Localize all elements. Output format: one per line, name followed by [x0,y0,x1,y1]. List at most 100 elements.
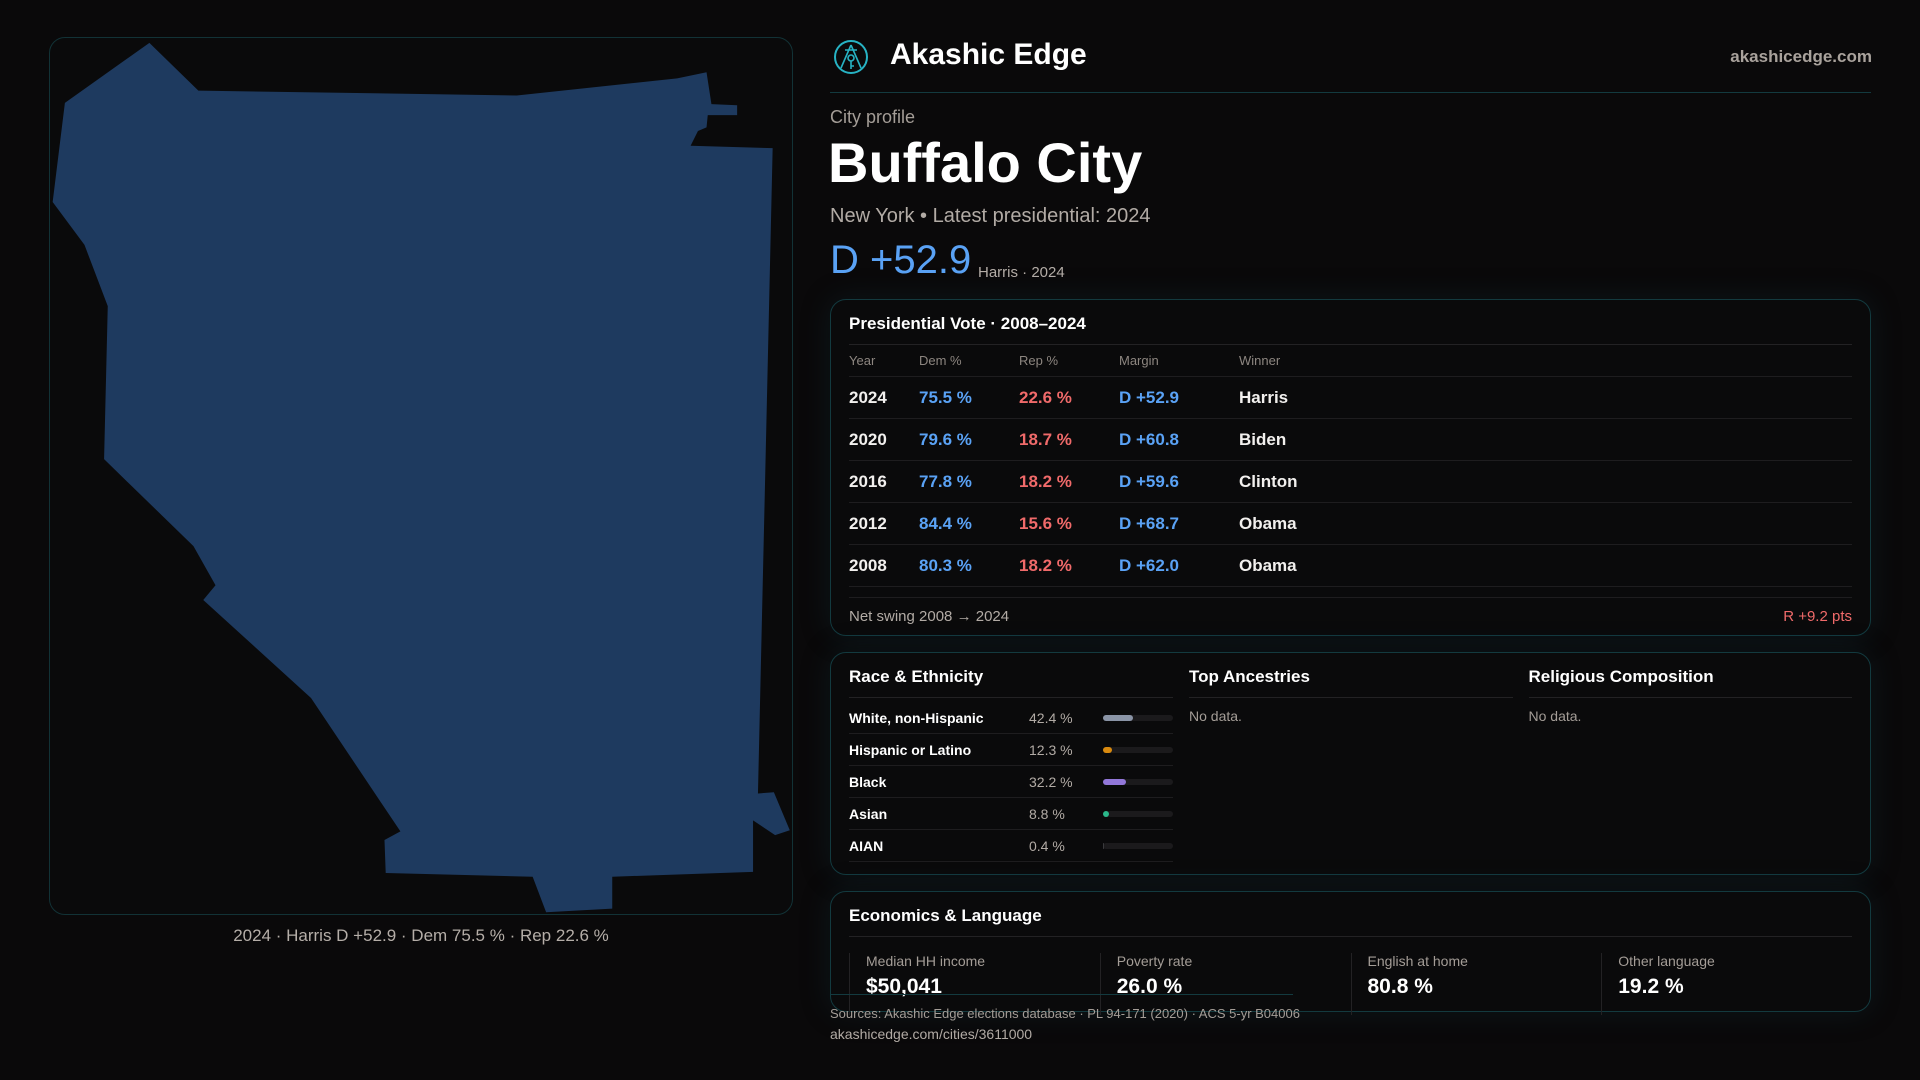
col-winner: Winner [1239,353,1281,368]
race-label: Black [849,773,887,790]
race-value: 42.4 % [1029,709,1073,726]
table-row: 2024 75.5 % 22.6 % D +52.9 Harris [849,377,1852,419]
econ-stat: Poverty rate 26.0 % [1099,953,1351,1015]
cell-rep-pct: 18.2 % [1019,555,1072,575]
stat-label: Poverty rate [1116,953,1193,969]
cell-year: 2012 [849,513,887,533]
stat-value: 26.0 % [1116,975,1183,998]
race-row: White, non-Hispanic 42.4 % [849,702,1173,734]
swing-label: Net swing 2008 → 2024 [849,608,1010,625]
cell-margin: D +68.7 [1119,513,1180,533]
header-divider [830,92,1871,93]
econ-stat: English at home 80.8 % [1350,953,1602,1015]
stat-value: 80.8 % [1367,975,1433,998]
cell-rep-pct: 18.2 % [1019,471,1072,491]
net-swing: Net swing 2008 → 2024 R +9.2 pts [849,597,1852,625]
stat-label: Other language [1618,953,1715,969]
cell-dem-pct: 84.4 % [919,513,972,533]
race-row: Asian 8.8 % [849,798,1173,830]
col-rep: Rep % [1019,353,1059,368]
table-header: Year Dem % Rep % Margin Winner [849,345,1852,377]
col-margin: Margin [1119,353,1159,368]
card-title: Presidential Vote · 2008–2024 [849,314,1852,345]
cell-year: 2016 [849,471,887,491]
race-bar-fill [1103,746,1112,753]
col-dem: Dem % [919,353,962,368]
col-year: Year [849,353,876,368]
cell-winner: Clinton [1239,471,1298,491]
cell-year: 2020 [849,429,887,449]
cell-rep-pct: 22.6 % [1019,387,1072,407]
religion-empty: No data. [1528,708,1582,724]
ancestries-title: Top Ancestries [1189,667,1513,698]
race-label: Asian [849,805,888,822]
race-bar-track [1103,810,1173,817]
cell-margin: D +60.8 [1119,429,1180,449]
religion-section: Religious Composition No data. [1528,667,1852,860]
cell-year: 2008 [849,555,887,575]
cell-rep-pct: 15.6 % [1019,513,1072,533]
swing-value: R +9.2 pts [1783,608,1852,625]
brand-name: Akashic Edge [890,38,1087,71]
cell-margin: D +62.0 [1119,555,1180,575]
cell-dem-pct: 79.6 % [919,429,972,449]
race-title: Race & Ethnicity [849,667,1173,698]
eyebrow: City profile [830,107,916,127]
sources: Sources: Akashic Edge elections database… [830,1006,1300,1021]
map-panel [49,37,793,915]
race-row: Black 32.2 % [849,766,1173,798]
race-bar-fill [1103,810,1110,817]
cell-rep-pct: 18.7 % [1019,429,1072,449]
econ-stat: Median HH income $50,041 [849,953,1100,1015]
race-row: Hispanic or Latino 12.3 % [849,734,1173,766]
econ-stat: Other language 19.2 % [1601,953,1852,1015]
sources-divider [830,994,1293,995]
race-row: AIAN 0.4 % [849,830,1173,862]
compass-key-logo-icon [834,40,868,74]
race-label: AIAN [849,837,884,854]
ancestries-section: Top Ancestries No data. [1189,667,1513,860]
cell-dem-pct: 77.8 % [919,471,972,491]
race-label: White, non-Hispanic [849,709,984,726]
stat-value: $50,041 [866,975,942,998]
race-bar-fill [1103,714,1133,721]
table-row: 2008 80.3 % 18.2 % D +62.0 Obama [849,545,1852,587]
religion-title: Religious Composition [1528,667,1852,698]
stat-label: Median HH income [866,953,986,969]
race-bar-track [1103,714,1173,721]
headline-margin: D +52.9 [830,238,972,282]
race-section: Race & Ethnicity White, non-Hispanic 42.4… [849,667,1173,862]
race-value: 32.2 % [1029,773,1073,790]
stat-value: 19.2 % [1618,975,1684,998]
headline-margin-sub: Harris · 2024 [978,264,1065,281]
econ-title: Economics & Language [849,906,1852,937]
race-value: 8.8 % [1029,805,1065,822]
race-bar-track [1103,746,1173,753]
cell-dem-pct: 80.3 % [919,555,972,575]
demographics-card: Race & Ethnicity White, non-Hispanic 42.4… [830,652,1871,875]
map-caption: 2024 · Harris D +52.9 · Dem 75.5 % · Rep… [233,926,609,945]
economics-card: Economics & Language Median HH income $50… [830,891,1871,1015]
cell-margin: D +59.6 [1119,471,1180,491]
race-label: Hispanic or Latino [849,741,972,758]
site-link[interactable]: akashicedge.com [1730,47,1872,66]
stat-label: English at home [1367,953,1468,969]
cell-winner: Biden [1239,429,1287,449]
cell-winner: Harris [1239,387,1289,407]
cell-winner: Obama [1239,555,1297,575]
table-row: 2020 79.6 % 18.7 % D +60.8 Biden [849,419,1852,461]
presidential-vote-card: Presidential Vote · 2008–2024 Year Dem %… [830,299,1871,636]
table-row: 2012 84.4 % 15.6 % D +68.7 Obama [849,503,1852,545]
cell-margin: D +52.9 [1119,387,1180,407]
cell-dem-pct: 75.5 % [919,387,972,407]
page-subtitle: New York • Latest presidential: 2024 [830,205,1151,227]
race-bar-fill [1103,778,1126,785]
race-value: 12.3 % [1029,741,1073,758]
race-bar-track [1103,778,1173,785]
page-title: Buffalo City [828,131,1143,194]
page-url[interactable]: akashicedge.com/cities/3611000 [830,1026,1033,1042]
table-row: 2016 77.8 % 18.2 % D +59.6 Clinton [849,461,1852,503]
cell-year: 2024 [849,387,887,407]
cell-winner: Obama [1239,513,1297,533]
race-value: 0.4 % [1029,837,1065,854]
